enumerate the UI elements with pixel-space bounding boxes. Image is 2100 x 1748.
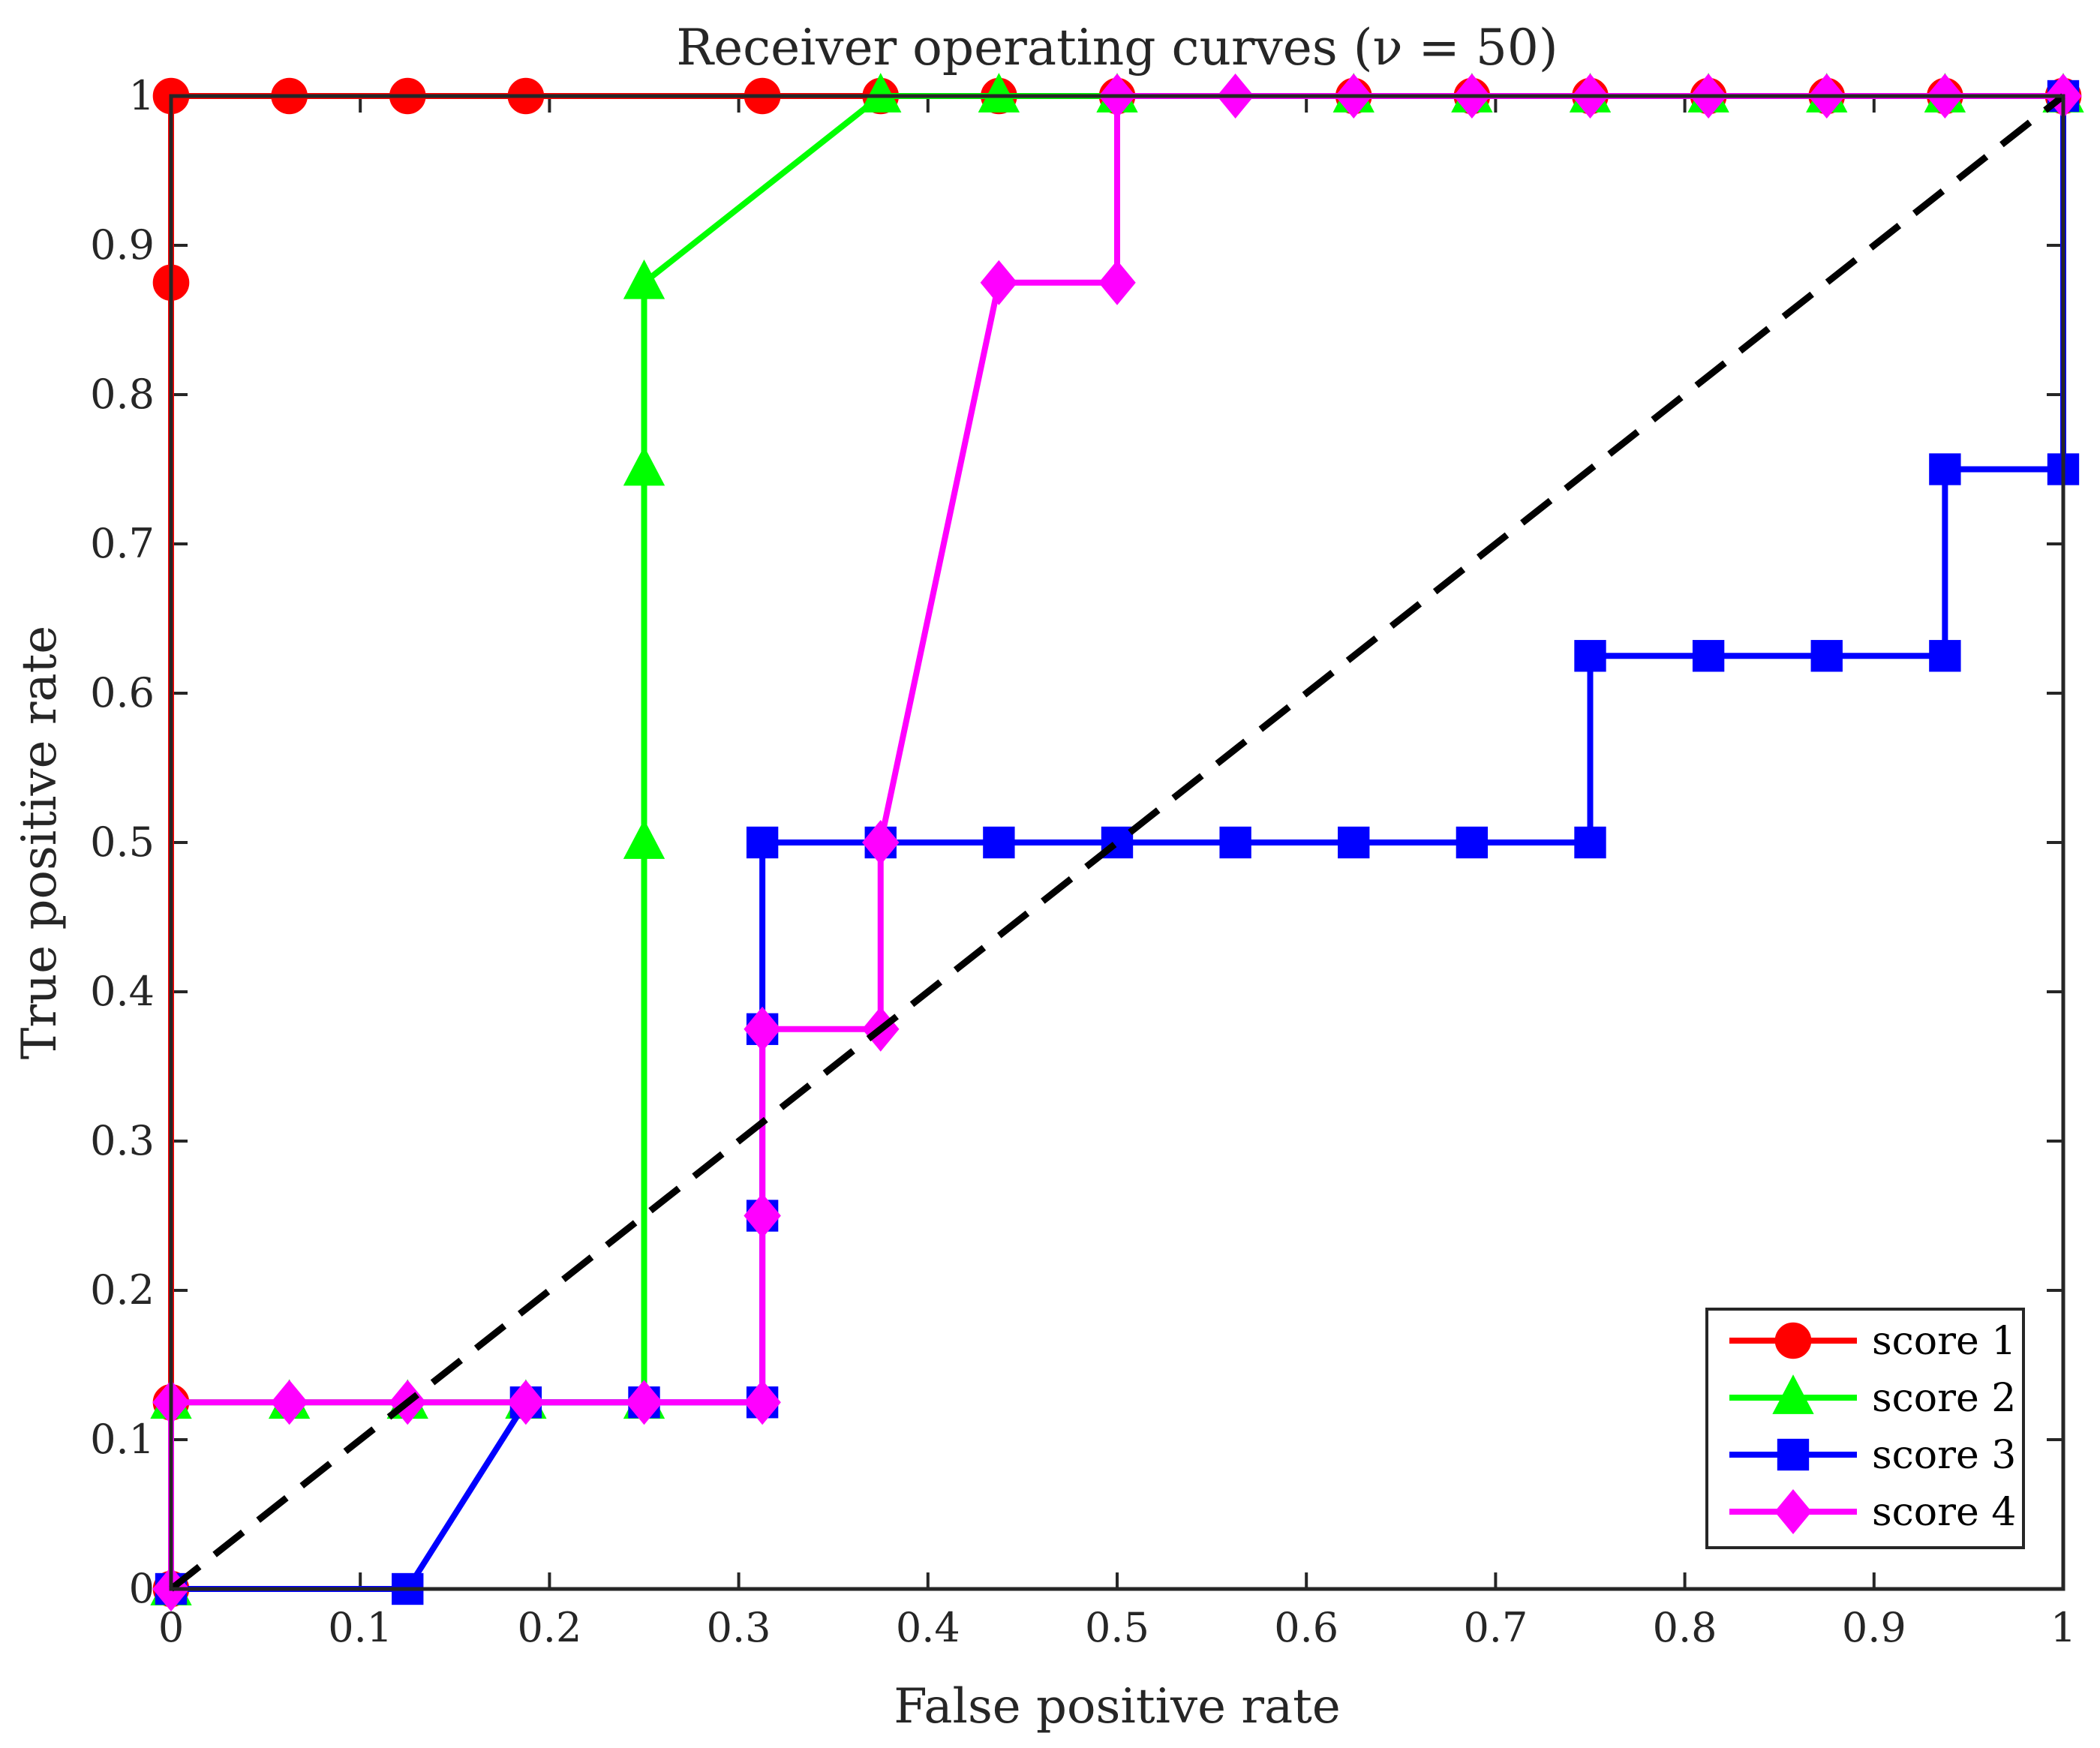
data-point: [980, 260, 1018, 305]
data-point: [860, 73, 902, 113]
y-axis-label: True positive rate: [12, 626, 68, 1059]
axis-ticks: 0 0.1 0.2 0.3 0.4 0.5 0.6 0.7 0.8 0.9 1 0 0.1 0.2 0.3 0…: [90, 72, 2076, 1651]
x-tick-label: 0.7: [1463, 1604, 1528, 1651]
legend-label: score 2: [1872, 1376, 2016, 1421]
legend-item: score 4: [1729, 1489, 2016, 1535]
y-tick-label: 0.5: [90, 818, 155, 866]
x-tick-label: 0.2: [517, 1604, 581, 1651]
data-point: [270, 1380, 308, 1425]
data-point: [744, 1006, 781, 1052]
data-point: [862, 820, 900, 865]
data-point: [623, 446, 665, 486]
x-tick-label: 0.5: [1085, 1604, 1149, 1651]
legend-marker: [1777, 1438, 1810, 1471]
y-tick-label: 0.6: [90, 669, 155, 716]
legend-label: score 3: [1872, 1433, 2016, 1478]
x-tick-label: 0: [158, 1604, 184, 1651]
data-point: [978, 73, 1020, 113]
x-tick-label: 0.1: [328, 1604, 392, 1651]
legend-item: score 1: [1729, 1319, 2016, 1364]
data-point: [1929, 453, 1961, 485]
y-tick-label: 0.1: [90, 1416, 155, 1463]
data-point: [1929, 640, 1961, 672]
legend-label: score 1: [1872, 1319, 2016, 1364]
legend-marker: [1774, 1322, 1812, 1359]
y-tick-label: 0.9: [90, 221, 155, 269]
data-point: [1810, 640, 1843, 672]
data-point: [746, 826, 779, 859]
x-axis-label: False positive rate: [894, 1679, 1340, 1734]
data-point: [1574, 640, 1606, 672]
legend-label: score 4: [1872, 1490, 2016, 1535]
y-tick-label: 0.4: [90, 968, 155, 1015]
x-tick-label: 0.4: [896, 1604, 960, 1651]
data-point: [1098, 260, 1136, 305]
y-tick-label: 0.8: [90, 371, 155, 418]
legend-item: score 2: [1729, 1374, 2016, 1421]
legend: score 1 score 2 score 3 score 4: [1705, 1308, 2025, 1549]
data-point: [983, 826, 1015, 859]
x-tick-label: 0.8: [1653, 1604, 1717, 1651]
chart-title: Receiver operating curves (ν = 50): [676, 19, 1558, 77]
reference-diagonal: [169, 93, 2065, 1592]
y-tick-label: 0.3: [90, 1117, 155, 1164]
x-tick-label: 0.3: [707, 1604, 771, 1651]
data-point: [1692, 640, 1725, 672]
data-point: [623, 819, 665, 859]
legend-box: [1705, 1308, 2025, 1549]
legend-item: score 3: [1729, 1433, 2016, 1478]
data-point: [625, 1380, 663, 1425]
y-tick-label: 0: [129, 1565, 155, 1612]
reference-diagonal-line: [169, 93, 2065, 1592]
data-point: [1219, 826, 1251, 859]
x-tick-label: 1: [2050, 1604, 2076, 1651]
data-point: [623, 259, 665, 299]
data-point: [1456, 826, 1489, 859]
data-point: [1338, 826, 1370, 859]
data-point: [1574, 826, 1606, 859]
x-tick-label: 0.9: [1842, 1604, 1906, 1651]
y-tick-label: 0.7: [90, 520, 155, 567]
legend-marker: [1772, 1374, 1814, 1414]
x-tick-label: 0.6: [1274, 1604, 1338, 1651]
data-point: [744, 1193, 781, 1239]
data-point: [744, 1380, 781, 1425]
y-tick-label: 1: [129, 72, 155, 119]
y-tick-label: 0.2: [90, 1266, 155, 1314]
data-point: [507, 1380, 545, 1425]
legend-marker: [1774, 1489, 1812, 1534]
plot-frame: [169, 94, 2065, 1591]
